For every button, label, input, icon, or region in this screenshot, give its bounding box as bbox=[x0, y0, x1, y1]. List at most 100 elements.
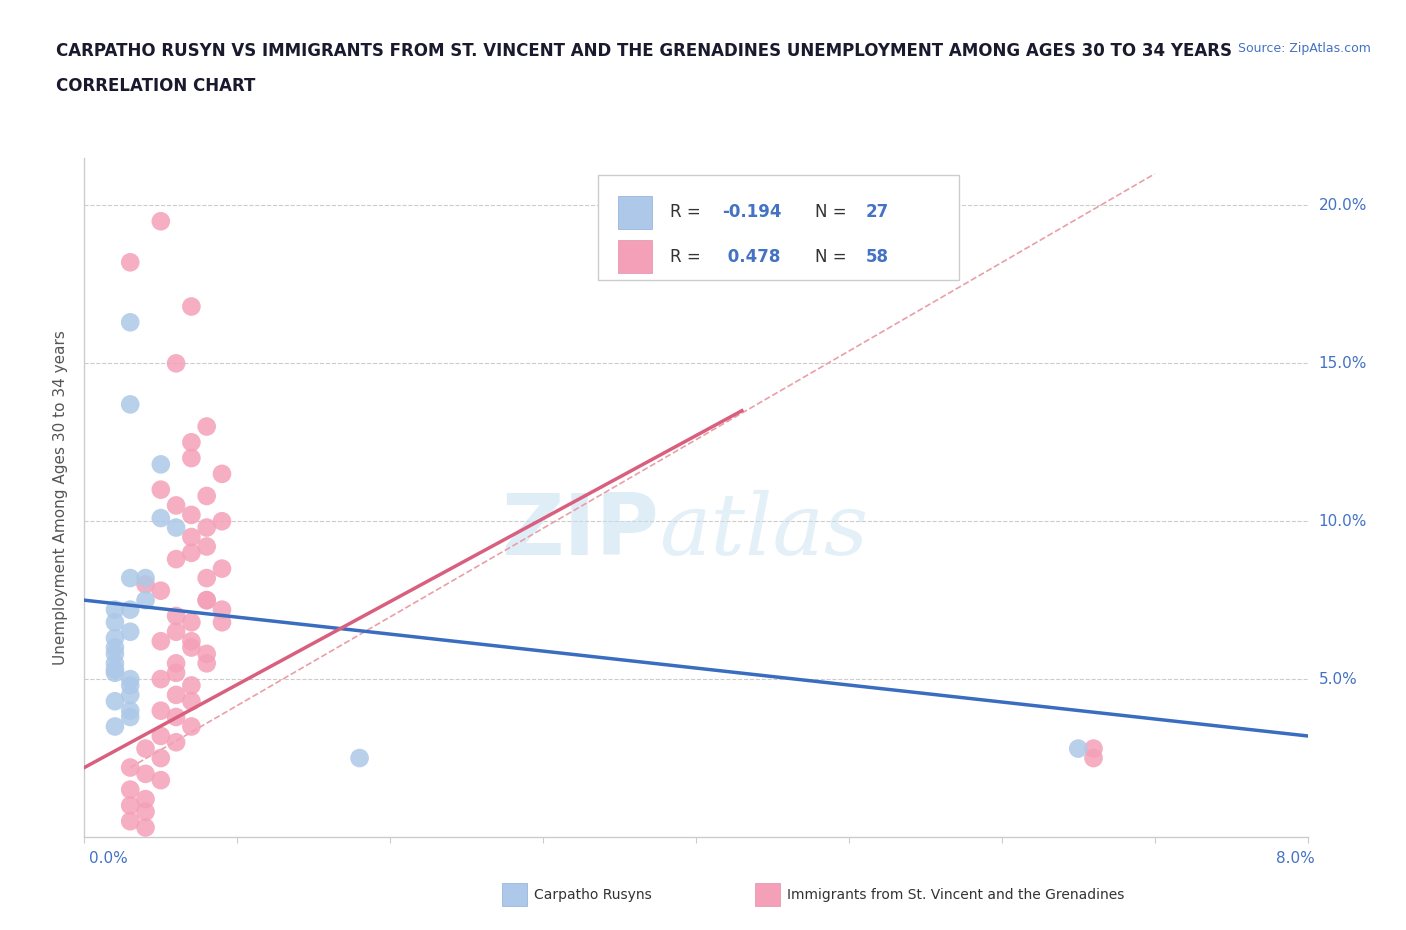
Point bbox=[180, 299, 202, 314]
Y-axis label: Unemployment Among Ages 30 to 34 years: Unemployment Among Ages 30 to 34 years bbox=[53, 330, 69, 665]
Point bbox=[211, 603, 233, 618]
Point bbox=[195, 571, 218, 586]
Text: 58: 58 bbox=[866, 247, 889, 266]
Text: R =: R = bbox=[671, 204, 706, 221]
Text: CARPATHO RUSYN VS IMMIGRANTS FROM ST. VINCENT AND THE GRENADINES UNEMPLOYMENT AM: CARPATHO RUSYN VS IMMIGRANTS FROM ST. VI… bbox=[56, 42, 1232, 60]
Text: Immigrants from St. Vincent and the Grenadines: Immigrants from St. Vincent and the Gren… bbox=[787, 887, 1125, 902]
Point bbox=[135, 820, 157, 835]
Point bbox=[135, 766, 157, 781]
Point bbox=[165, 656, 187, 671]
Text: CORRELATION CHART: CORRELATION CHART bbox=[56, 77, 256, 95]
Point bbox=[195, 520, 218, 535]
Point bbox=[135, 577, 157, 591]
Point bbox=[180, 640, 202, 655]
Text: N =: N = bbox=[814, 204, 852, 221]
Text: 0.0%: 0.0% bbox=[89, 851, 128, 866]
Point bbox=[195, 419, 218, 434]
Point bbox=[120, 624, 142, 639]
Point bbox=[149, 633, 172, 648]
Point bbox=[135, 791, 157, 806]
Point bbox=[195, 646, 218, 661]
Point bbox=[149, 214, 172, 229]
Point bbox=[180, 633, 202, 648]
Point bbox=[180, 545, 202, 560]
Point bbox=[120, 397, 142, 412]
Point bbox=[104, 631, 127, 645]
Text: N =: N = bbox=[814, 247, 852, 266]
Text: 20.0%: 20.0% bbox=[1319, 198, 1367, 213]
Point bbox=[165, 608, 187, 623]
Point bbox=[180, 615, 202, 630]
Point bbox=[165, 710, 187, 724]
Point bbox=[120, 687, 142, 702]
Point bbox=[104, 719, 127, 734]
Point bbox=[165, 356, 187, 371]
Point bbox=[149, 583, 172, 598]
Point bbox=[165, 498, 187, 512]
Point bbox=[180, 694, 202, 709]
Point bbox=[104, 656, 127, 671]
Point bbox=[180, 678, 202, 693]
Text: R =: R = bbox=[671, 247, 706, 266]
Point bbox=[211, 615, 233, 630]
Point bbox=[349, 751, 371, 765]
Point bbox=[120, 703, 142, 718]
Point bbox=[104, 665, 127, 680]
Point bbox=[149, 483, 172, 498]
Point bbox=[149, 728, 172, 743]
Point bbox=[165, 551, 187, 566]
Point bbox=[165, 520, 187, 535]
Point bbox=[120, 782, 142, 797]
Point bbox=[211, 467, 233, 482]
Point bbox=[120, 814, 142, 829]
Point bbox=[135, 571, 157, 586]
Point bbox=[1083, 751, 1105, 765]
Point bbox=[180, 451, 202, 466]
Point bbox=[149, 457, 172, 472]
Point bbox=[180, 435, 202, 450]
Text: 0.478: 0.478 bbox=[721, 247, 780, 266]
Point bbox=[120, 603, 142, 618]
Text: -0.194: -0.194 bbox=[721, 204, 782, 221]
Point bbox=[165, 687, 187, 702]
Point bbox=[195, 656, 218, 671]
Point bbox=[104, 662, 127, 677]
Point bbox=[149, 751, 172, 765]
Point bbox=[149, 671, 172, 686]
Point bbox=[149, 511, 172, 525]
Point bbox=[104, 603, 127, 618]
Text: 8.0%: 8.0% bbox=[1275, 851, 1315, 866]
Point bbox=[165, 624, 187, 639]
Point bbox=[120, 798, 142, 813]
Text: Source: ZipAtlas.com: Source: ZipAtlas.com bbox=[1237, 42, 1371, 55]
FancyBboxPatch shape bbox=[598, 175, 959, 280]
Point bbox=[1083, 741, 1105, 756]
Point bbox=[104, 646, 127, 661]
Text: atlas: atlas bbox=[659, 490, 869, 573]
Point bbox=[165, 665, 187, 680]
Point bbox=[180, 529, 202, 544]
Point bbox=[211, 561, 233, 576]
Text: 10.0%: 10.0% bbox=[1319, 513, 1367, 529]
Point bbox=[195, 488, 218, 503]
Point bbox=[120, 671, 142, 686]
Point bbox=[211, 513, 233, 528]
Point bbox=[120, 255, 142, 270]
Point bbox=[195, 592, 218, 607]
Point bbox=[120, 760, 142, 775]
Point bbox=[104, 694, 127, 709]
Point bbox=[1067, 741, 1090, 756]
Text: Carpatho Rusyns: Carpatho Rusyns bbox=[534, 887, 652, 902]
Text: ZIP: ZIP bbox=[502, 490, 659, 573]
Text: 15.0%: 15.0% bbox=[1319, 356, 1367, 371]
Text: 27: 27 bbox=[866, 204, 889, 221]
Point bbox=[104, 640, 127, 655]
Point bbox=[120, 678, 142, 693]
Point bbox=[149, 703, 172, 718]
Text: 5.0%: 5.0% bbox=[1319, 671, 1357, 686]
Point bbox=[120, 315, 142, 330]
Point bbox=[149, 773, 172, 788]
Point bbox=[165, 735, 187, 750]
Bar bbox=[617, 240, 652, 272]
Point bbox=[135, 804, 157, 819]
